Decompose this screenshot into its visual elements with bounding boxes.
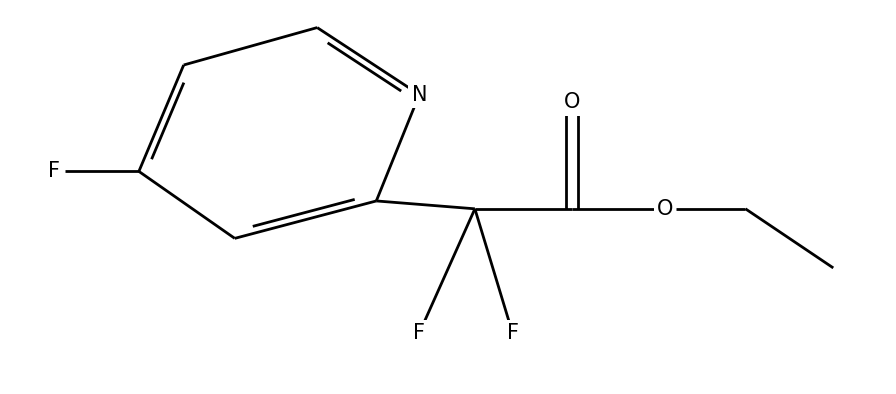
Text: N: N: [411, 85, 427, 104]
Text: O: O: [657, 199, 673, 219]
Text: O: O: [564, 93, 580, 112]
Text: F: F: [47, 162, 60, 181]
Text: F: F: [413, 323, 426, 343]
Text: F: F: [506, 323, 519, 343]
